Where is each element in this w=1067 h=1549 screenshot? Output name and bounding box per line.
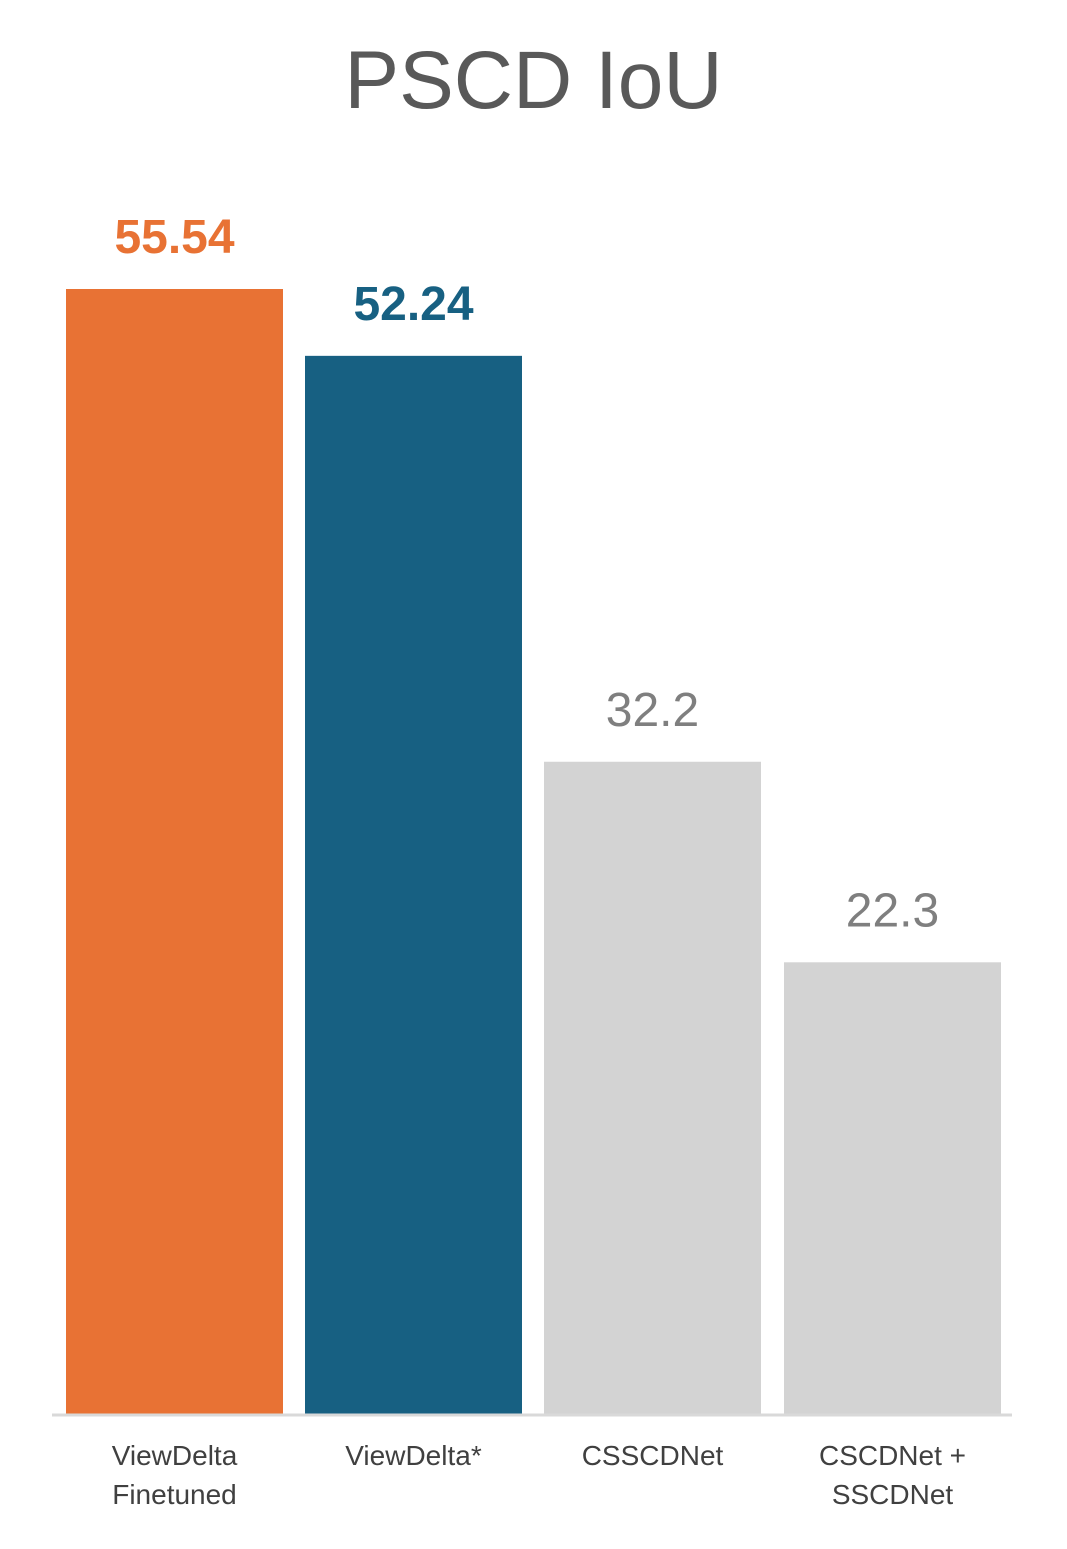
bar-cscdnet-sscdnet — [784, 962, 1001, 1414]
chart-title: PSCD IoU — [344, 35, 723, 126]
value-label-viewdelta-finetuned: 55.54 — [114, 211, 234, 264]
category-label-line: CSSCDNet — [582, 1440, 724, 1471]
bars-group — [66, 289, 1001, 1414]
bar-csscdnet — [544, 761, 761, 1414]
category-label-line: CSCDNet + — [819, 1440, 966, 1471]
category-label-cscdnet-sscdnet: CSCDNet + SSCDNet — [819, 1440, 966, 1510]
value-labels-group: 55.54 52.24 32.2 22.3 — [114, 211, 939, 937]
value-label-viewdelta: 52.24 — [353, 278, 473, 331]
category-label-viewdelta: ViewDelta* — [345, 1440, 482, 1471]
category-labels-group: ViewDelta Finetuned ViewDelta* CSSCDNet CSCD… — [112, 1440, 966, 1510]
category-label-line: ViewDelta* — [345, 1440, 482, 1471]
category-label-line: Finetuned — [112, 1479, 237, 1510]
value-label-csscdnet: 32.2 — [606, 684, 699, 737]
bar-viewdelta-finetuned — [66, 289, 283, 1414]
category-label-line: ViewDelta — [112, 1440, 238, 1471]
value-label-cscdnet-sscdnet: 22.3 — [846, 884, 939, 937]
category-label-csscdnet: CSSCDNet — [582, 1440, 724, 1471]
category-label-line: SSCDNet — [832, 1479, 954, 1510]
category-label-viewdelta-finetuned: ViewDelta Finetuned — [112, 1440, 238, 1510]
bar-viewdelta — [305, 355, 522, 1414]
